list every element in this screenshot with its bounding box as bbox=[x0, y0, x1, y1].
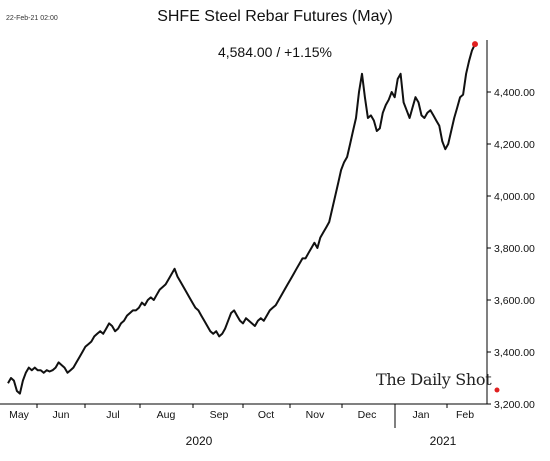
x-tick-label: Jun bbox=[53, 409, 70, 421]
x-tick-label: May bbox=[9, 409, 30, 421]
watermark-dot bbox=[494, 387, 500, 393]
chart-title: SHFE Steel Rebar Futures (May) bbox=[157, 8, 393, 25]
watermark-logo: The Daily Shot bbox=[376, 370, 492, 389]
x-tick-label: Feb bbox=[456, 409, 474, 421]
y-tick-label: 4,000.00 bbox=[494, 191, 535, 203]
x-tick-label: Oct bbox=[258, 409, 274, 421]
y-tick-label: 3,400.00 bbox=[494, 347, 535, 359]
x-tick-label: Aug bbox=[157, 409, 176, 421]
series-line bbox=[7, 43, 476, 395]
y-tick-label: 4,400.00 bbox=[494, 87, 535, 99]
chart-subtitle: 4,584.00 / +1.15% bbox=[217, 44, 333, 60]
x-tick-label: Jan bbox=[413, 409, 430, 421]
timestamp: 22-Feb-21 02:00 bbox=[6, 15, 58, 22]
y-tick-label: 3,600.00 bbox=[494, 295, 535, 307]
y-axis: 3,200.00 3,400.00 3,600.00 3,800.00 4,000.00… bbox=[486, 40, 535, 411]
x-tick-label: Dec bbox=[358, 409, 377, 421]
y-tick-label: 3,200.00 bbox=[494, 399, 535, 411]
y-tick-label: 4,200.00 bbox=[494, 139, 535, 151]
x-tick-label: Jul bbox=[106, 409, 119, 421]
year-label: 2020 bbox=[186, 434, 213, 448]
x-axis: May Jun Jul Aug Sep Oct Nov Dec Jan Feb 2020 2021 bbox=[0, 403, 487, 448]
x-tick-label: Sep bbox=[210, 409, 229, 421]
x-tick-label: Nov bbox=[306, 409, 325, 421]
last-value-marker bbox=[472, 41, 478, 48]
year-label: 2021 bbox=[430, 434, 457, 448]
y-tick-label: 3,800.00 bbox=[494, 243, 535, 255]
